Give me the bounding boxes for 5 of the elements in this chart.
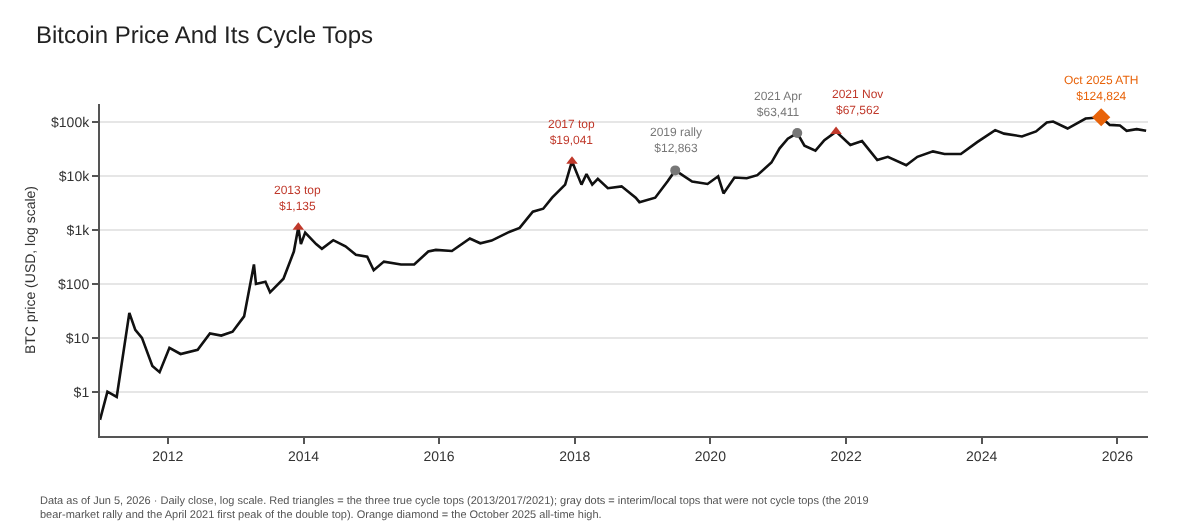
point — [670, 165, 681, 176]
point — [1092, 108, 1111, 127]
point — [830, 126, 842, 135]
chart-title: Bitcoin Price And Its Cycle Tops — [36, 20, 374, 49]
point — [792, 128, 803, 139]
